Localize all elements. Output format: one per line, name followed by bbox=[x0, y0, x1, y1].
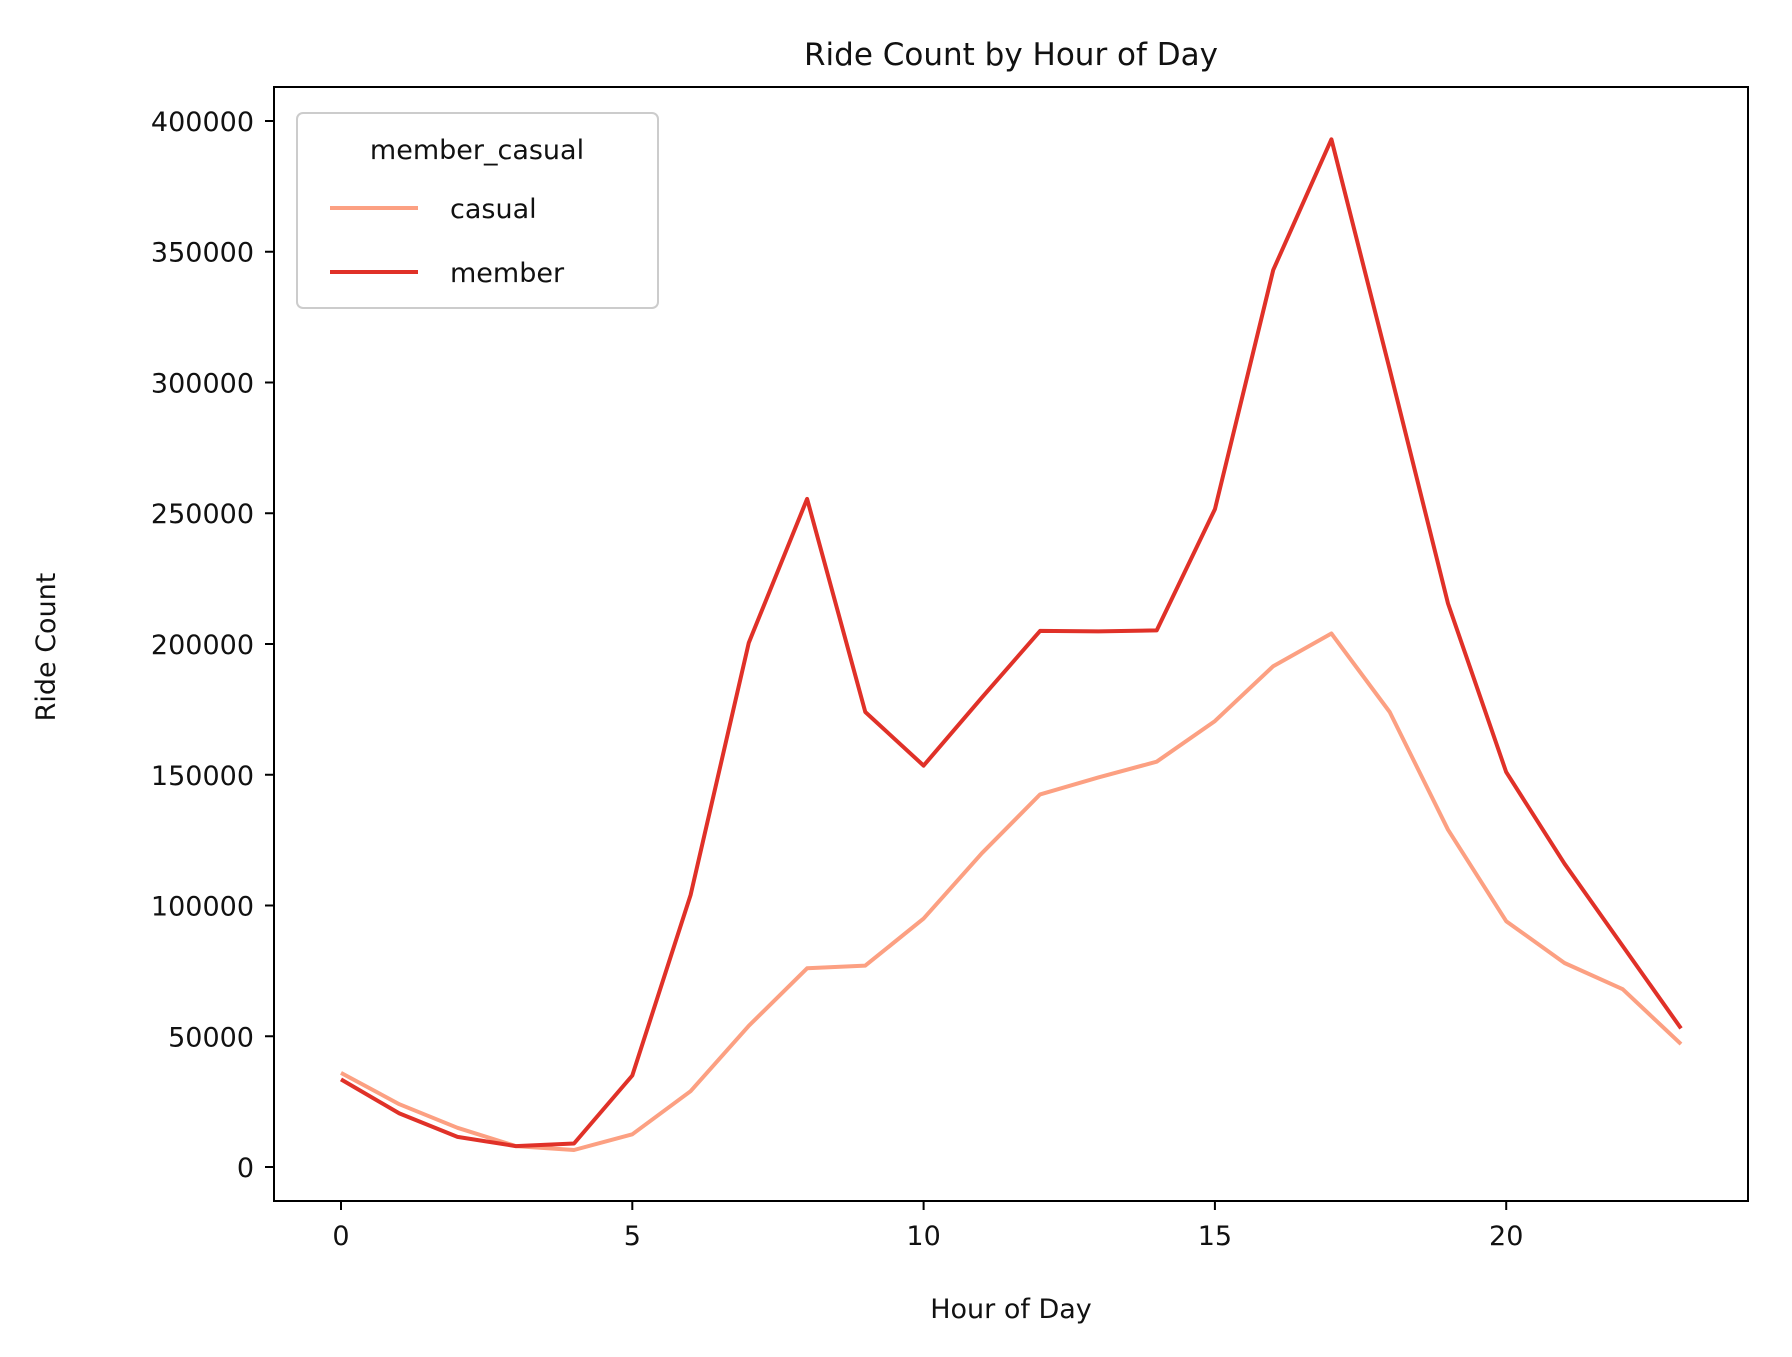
y-tick-label: 0 bbox=[237, 1153, 254, 1184]
x-tick-label: 15 bbox=[1198, 1221, 1232, 1252]
legend-box bbox=[296, 112, 659, 309]
x-axis-ticks: 0 5 10 15 20 bbox=[332, 1201, 1523, 1252]
series-lines bbox=[339, 137, 1683, 1152]
x-tick-label: 0 bbox=[332, 1221, 349, 1252]
y-tick-label: 100000 bbox=[151, 892, 254, 923]
y-tick-label: 300000 bbox=[151, 368, 254, 399]
legend: member_casual casual member bbox=[296, 112, 659, 309]
y-tick-label: 400000 bbox=[151, 107, 254, 138]
legend-label-member: member bbox=[450, 258, 565, 289]
series-line-casual bbox=[340, 631, 1683, 1152]
x-tick-label: 20 bbox=[1489, 1221, 1523, 1252]
y-tick-label: 250000 bbox=[151, 499, 254, 530]
x-tick-label: 5 bbox=[624, 1221, 641, 1252]
series-line-member bbox=[339, 137, 1683, 1149]
y-tick-label: 50000 bbox=[168, 1022, 254, 1053]
chart-title: Ride Count by Hour of Day bbox=[804, 37, 1218, 73]
y-tick-label: 350000 bbox=[151, 238, 254, 269]
legend-label-casual: casual bbox=[450, 194, 537, 225]
y-axis-ticks: 0 50000 100000 150000 200000 250000 300000 3500… bbox=[151, 107, 274, 1184]
x-axis-label: Hour of Day bbox=[930, 1294, 1092, 1325]
y-axis-label: Ride Count bbox=[31, 573, 62, 722]
plot-frame bbox=[273, 86, 1749, 1202]
y-tick-label: 150000 bbox=[151, 761, 254, 792]
y-tick-label: 200000 bbox=[151, 630, 254, 661]
x-tick-label: 10 bbox=[906, 1221, 940, 1252]
legend-title: member_casual bbox=[370, 135, 584, 166]
